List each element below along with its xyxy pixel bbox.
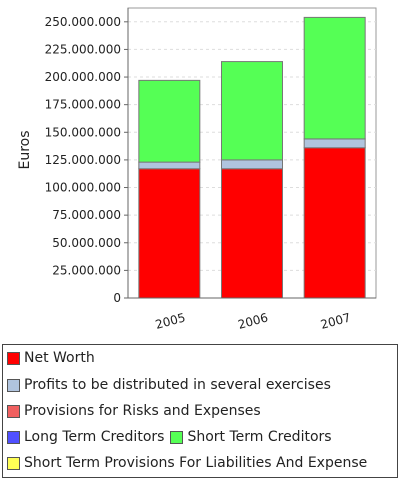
bar-segment (138, 161, 201, 170)
legend-swatch (7, 404, 20, 418)
legend-swatch (7, 378, 20, 392)
legend-label: Provisions for Risks and Expenses (24, 403, 261, 419)
bar-segment (221, 168, 283, 299)
legend-item-provisions: Provisions for Risks and Expenses (7, 401, 261, 421)
legend-label: Short Term Provisions For Liabilities An… (24, 455, 368, 471)
y-tick-label: 50.000.000 (52, 236, 121, 250)
bar-segment (138, 79, 201, 163)
x-axis-ticks: 2005 2006 2007 (154, 310, 352, 331)
legend-swatch (7, 430, 20, 444)
bars (138, 16, 366, 299)
legend-item-net-worth: Net Worth (7, 348, 95, 368)
stacked-bar-chart: 0 25.000.000 50.000.000 75.000.000 100.000.0… (17, 7, 377, 332)
legend-item-long-term-creditors: Long Term Creditors Short Term Creditors (7, 427, 332, 447)
y-axis-ticks: 0 25.000.000 50.000.000 75.000.000 100.000.0… (45, 15, 128, 305)
legend-item-short-term-provisions: Short Term Provisions For Liabilities An… (7, 453, 367, 473)
legend-label: Profits to be distributed in several exe… (24, 377, 331, 393)
y-tick-label: 225.000.000 (45, 42, 121, 56)
bar-segment (303, 138, 366, 149)
legend: Net Worth Profits to be distributed in s… (2, 344, 398, 478)
legend-label: Net Worth (24, 350, 95, 366)
y-tick-label: 25.000.000 (52, 263, 121, 277)
bar-segment (221, 159, 283, 170)
y-tick-label: 75.000.000 (52, 208, 121, 222)
legend-label: Long Term Creditors (24, 429, 165, 445)
y-axis-label: Euros (17, 130, 33, 169)
x-tick-label: 2006 (236, 310, 269, 331)
y-tick-label: 150.000.000 (45, 125, 121, 139)
bar-segment (303, 147, 366, 299)
x-tick-label: 2007 (319, 310, 352, 331)
y-tick-label: 125.000.000 (45, 153, 121, 167)
legend-swatch (7, 456, 20, 470)
y-tick-label: 250.000.000 (45, 15, 121, 29)
bar-segment (221, 61, 283, 161)
x-tick-label: 2005 (154, 310, 187, 331)
y-tick-label: 200.000.000 (45, 70, 121, 84)
y-tick-label: 175.000.000 (45, 98, 121, 112)
bar-segment (138, 168, 201, 299)
y-tick-label: 0 (113, 291, 121, 305)
legend-item-profits: Profits to be distributed in several exe… (7, 375, 331, 395)
bar-segment (303, 16, 366, 140)
legend-swatch (7, 351, 20, 365)
y-tick-label: 100.000.000 (45, 181, 121, 195)
legend-label: Short Term Creditors (187, 429, 332, 445)
legend-swatch (170, 430, 184, 444)
